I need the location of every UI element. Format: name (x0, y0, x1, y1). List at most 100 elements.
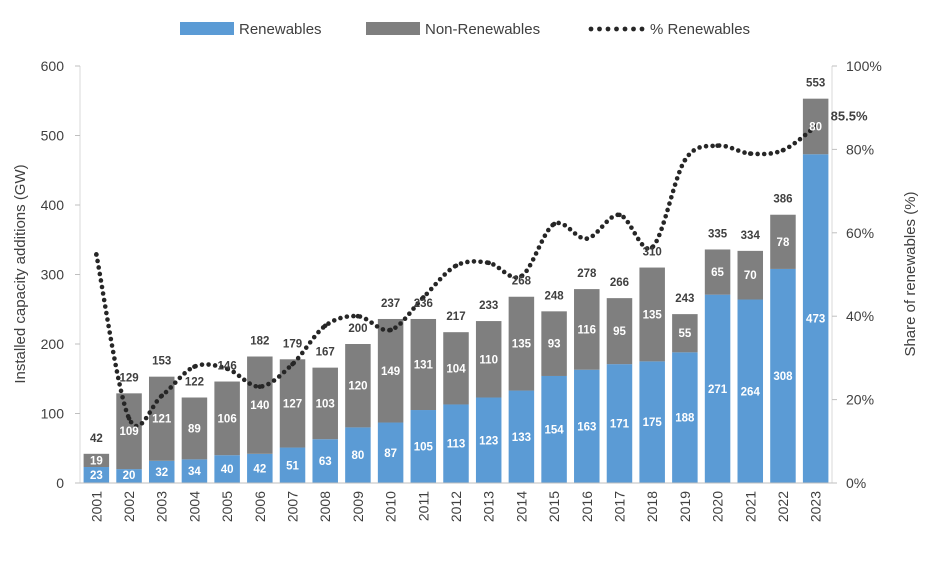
bar-non-renewables (639, 267, 665, 362)
renewables-share-dot (478, 259, 483, 265)
renewables-share-dot (241, 377, 247, 383)
bar-value-label-renewables: 163 (577, 421, 596, 433)
renewables-share-dot (316, 329, 321, 335)
renewables-share-dot (231, 369, 236, 375)
renewables-share-dot (326, 321, 331, 326)
bar-renewables (83, 467, 110, 483)
bar-value-label-renewables: 40 (221, 464, 234, 476)
renewables-share-point (584, 236, 590, 241)
renewables-share-dot (143, 415, 149, 421)
bar-value-label-renewables: 171 (610, 419, 630, 431)
left-tick-label: 300 (41, 267, 65, 283)
left-y-axis: 0 100 200 300 400 500 600 (41, 58, 81, 491)
renewables-share-dot (672, 182, 678, 187)
bar-value-label-renewables: 188 (675, 413, 695, 425)
renewables-share-dot (102, 304, 108, 309)
renewables-share-dot (654, 238, 659, 244)
renewables-share-dot (110, 349, 116, 355)
renewables-share-dot (802, 132, 808, 138)
bar-value-label-non-renewables: 19 (90, 455, 103, 467)
right-tick-label: 20% (846, 392, 874, 408)
renewables-share-dot (629, 225, 634, 230)
renewables-share-point (617, 212, 622, 218)
renewables-share-dot (276, 374, 282, 379)
bar-value-label-non-renewables: 110 (479, 354, 498, 366)
renewables-share-dot (212, 363, 218, 368)
bar-non-renewables (148, 376, 175, 461)
renewables-share-dot (139, 420, 145, 426)
renewables-share-dot (604, 219, 610, 225)
legend-label-renewables: Renewables (239, 21, 322, 38)
bar-renewables (214, 455, 240, 483)
renewables-share-dot (120, 394, 125, 400)
renewables-share-dot (599, 224, 605, 229)
bar-value-label-renewables: 133 (512, 432, 531, 444)
bar-renewables (802, 154, 829, 483)
renewables-share-dot (635, 236, 641, 242)
bar-renewables (116, 469, 142, 483)
bar-non-renewables (737, 250, 764, 300)
bar-value-label-non-renewables: 116 (578, 324, 597, 336)
renewables-share-dot (590, 233, 596, 239)
x-tick-label: 2014 (513, 491, 529, 522)
renewables-share-dot (546, 227, 551, 233)
bar-renewables (508, 390, 535, 483)
bar-total-label: 236 (414, 298, 433, 310)
renewables-share-point (322, 323, 328, 329)
renewables-share-dot (206, 362, 211, 367)
right-tick-label: 100% (846, 58, 882, 74)
bar-non-renewables (181, 397, 208, 460)
renewables-share-dot (344, 314, 350, 319)
renewables-share-point (486, 260, 491, 266)
renewables-share-dot (661, 220, 667, 225)
renewables-share-dot (567, 226, 573, 232)
bar-value-label-renewables: 51 (286, 460, 299, 472)
renewables-share-dot (729, 145, 735, 151)
bar-total-label: 335 (708, 228, 728, 240)
renewables-share-dot (679, 163, 685, 169)
renewables-share-dot (295, 355, 301, 361)
bar-value-label-non-renewables: 70 (744, 270, 757, 282)
bar-renewables (181, 459, 208, 483)
bar-value-label-non-renewables: 65 (711, 267, 724, 279)
renewables-share-dot (95, 258, 100, 264)
renewables-share-dot (428, 286, 434, 292)
x-tick-label: 2021 (742, 491, 758, 522)
data-labels: 23 19 42 20 109 129 32 121 153 34 89 122 40 106 146 42 1… (90, 78, 868, 482)
x-tick-label: 2008 (317, 491, 333, 522)
bar-value-label-non-renewables: 104 (446, 363, 466, 375)
x-tick-label: 2017 (611, 491, 627, 522)
legend-line-marker-dot (614, 26, 619, 32)
bar-total-label: 237 (381, 298, 400, 310)
left-tick-label: 0 (56, 475, 64, 491)
bar-renewables (247, 453, 273, 483)
bar-value-label-non-renewables: 78 (777, 237, 790, 249)
bar-non-renewables (574, 289, 600, 370)
renewables-share-dot (797, 136, 803, 142)
bar-total-label: 146 (218, 361, 237, 373)
renewables-share-dot (761, 151, 767, 157)
renewables-share-dot (411, 306, 416, 311)
bar-non-renewables (672, 314, 698, 353)
bar-non-renewables (345, 344, 371, 428)
renewables-share-dot (458, 261, 464, 266)
renewables-share-dot (338, 315, 343, 321)
bar-value-label-non-renewables: 135 (512, 339, 532, 351)
renewables-share-dot (424, 291, 430, 297)
renewables-share-dot (99, 284, 105, 290)
renewables-share-dot (112, 356, 117, 361)
bar-value-label-non-renewables: 135 (643, 309, 663, 321)
bar-value-label-non-renewables: 127 (283, 398, 302, 410)
x-tick-label: 2015 (546, 491, 562, 522)
bar-total-label: 129 (119, 372, 138, 384)
renewables-share-dot (507, 273, 513, 278)
renewables-share-dot (527, 262, 533, 268)
x-tick-label: 2018 (644, 491, 660, 522)
renewables-share-dot (663, 213, 668, 219)
renewables-share-dot (792, 140, 798, 146)
legend: Renewables Non-Renewables % Renewables (180, 21, 750, 38)
renewables-share-dot (281, 369, 287, 375)
renewables-share-dot (807, 128, 813, 134)
bar-total-label: 268 (512, 276, 532, 288)
